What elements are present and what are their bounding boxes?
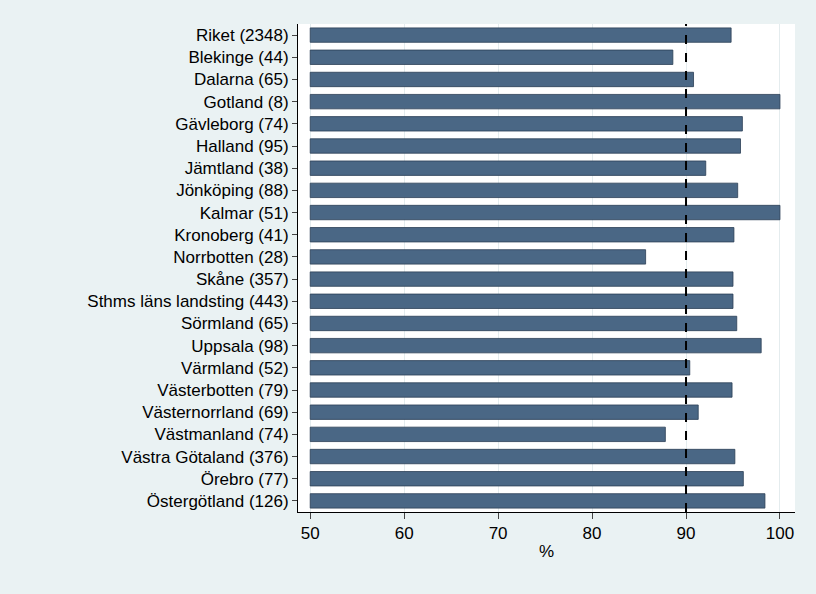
svg-text:Skåne (357): Skåne (357): [196, 270, 289, 289]
svg-text:Sthms läns landsting (443): Sthms läns landsting (443): [87, 292, 288, 311]
svg-text:Västra Götaland (376): Västra Götaland (376): [121, 448, 288, 467]
svg-text:%: %: [539, 542, 554, 561]
svg-text:Uppsala (98): Uppsala (98): [191, 337, 288, 356]
svg-text:50: 50: [301, 524, 320, 543]
svg-text:Halland (95): Halland (95): [196, 137, 289, 156]
svg-text:Kronoberg (41): Kronoberg (41): [174, 226, 288, 245]
svg-text:Västerbotten (79): Västerbotten (79): [157, 381, 288, 400]
svg-text:Östergötland (126): Östergötland (126): [147, 492, 289, 511]
svg-text:Sörmland (65): Sörmland (65): [181, 314, 289, 333]
svg-text:Norrbotten (28): Norrbotten (28): [173, 248, 288, 267]
svg-text:Kalmar (51): Kalmar (51): [200, 204, 289, 223]
svg-text:Gävleborg (74): Gävleborg (74): [175, 115, 288, 134]
svg-text:Blekinge (44): Blekinge (44): [188, 48, 288, 67]
svg-text:Riket (2348): Riket (2348): [196, 26, 289, 45]
svg-text:100: 100: [766, 524, 794, 543]
svg-text:70: 70: [489, 524, 508, 543]
svg-text:Jönköping (88): Jönköping (88): [176, 181, 288, 200]
svg-text:Gotland (8): Gotland (8): [204, 93, 289, 112]
svg-text:Västernorrland (69): Västernorrland (69): [142, 403, 288, 422]
svg-text:Västmanland (74): Västmanland (74): [154, 425, 288, 444]
svg-text:90: 90: [677, 524, 696, 543]
svg-text:Värmland (52): Värmland (52): [181, 359, 289, 378]
svg-text:80: 80: [583, 524, 602, 543]
svg-text:60: 60: [395, 524, 414, 543]
svg-text:Jämtland (38): Jämtland (38): [185, 159, 289, 178]
svg-text:Dalarna (65): Dalarna (65): [194, 70, 289, 89]
svg-text:Örebro (77): Örebro (77): [201, 470, 289, 489]
